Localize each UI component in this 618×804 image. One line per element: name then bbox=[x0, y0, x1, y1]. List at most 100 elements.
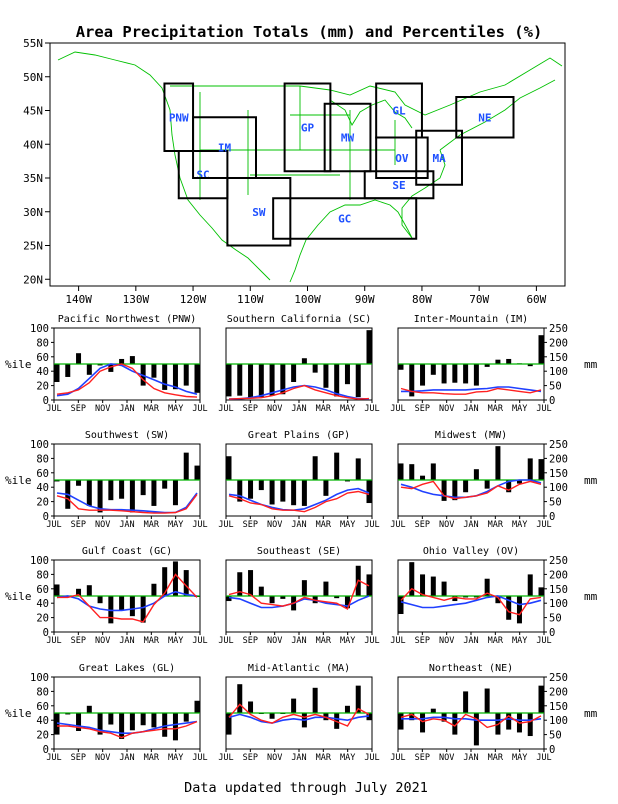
percentile-bar bbox=[323, 480, 329, 496]
normal-precip-line bbox=[228, 487, 370, 512]
percentile-bar bbox=[119, 713, 125, 739]
lat-tick-label: 55N bbox=[23, 37, 43, 50]
percentile-bar bbox=[430, 364, 436, 375]
observed-precip-line bbox=[56, 363, 198, 398]
chart-10: Mid-Atlantic (MA) JUL SEP NOV JAN MAR MAY JUL bbox=[218, 663, 379, 763]
pct-tick-label: 0 bbox=[43, 395, 49, 407]
percentile-bar bbox=[484, 364, 490, 367]
mm-tick-label: 200 bbox=[549, 569, 568, 581]
mm-tick-label: 100 bbox=[549, 366, 568, 378]
percentile-bar bbox=[97, 480, 103, 513]
percentile-bar bbox=[484, 688, 490, 713]
month-label: JUL bbox=[218, 520, 233, 530]
pct-tick-label: 80 bbox=[36, 569, 49, 581]
normal-precip-line bbox=[228, 713, 370, 724]
chart-8: Ohio Valley (OV)JUL SEP NOV JAN MAR MAY JUL050… bbox=[390, 546, 597, 646]
lat-tick-label: 30N bbox=[23, 206, 43, 219]
mm-tick-label: 0 bbox=[549, 395, 555, 407]
month-label: NOV bbox=[267, 753, 282, 763]
month-label: MAY bbox=[512, 636, 527, 646]
percentile-bar bbox=[473, 596, 479, 598]
mm-tick-label: 150 bbox=[549, 468, 568, 480]
percentile-bar bbox=[54, 364, 60, 382]
percentile-bar bbox=[334, 364, 340, 397]
pct-tick-label: 0 bbox=[43, 744, 49, 756]
mm-tick-label: 200 bbox=[549, 453, 568, 465]
mm-tick-label: 100 bbox=[549, 598, 568, 610]
mm-tick-label: 100 bbox=[549, 715, 568, 727]
month-label: MAY bbox=[340, 404, 355, 414]
chart-title: Gulf Coast (GC) bbox=[82, 546, 172, 557]
percentile-bar bbox=[129, 713, 135, 731]
pct-tick-label: 80 bbox=[36, 337, 49, 349]
mm-tick-label: 0 bbox=[549, 627, 555, 639]
percentile-bar bbox=[344, 364, 350, 385]
region-box-ma bbox=[415, 129, 464, 186]
percentile-bar bbox=[409, 562, 415, 596]
pct-tick-label: 80 bbox=[36, 686, 49, 698]
month-label: NOV bbox=[267, 636, 282, 646]
month-label: JUL bbox=[536, 753, 551, 763]
region-box-sc bbox=[177, 150, 229, 200]
percentile-bar bbox=[301, 480, 307, 506]
percentile-bar bbox=[355, 685, 361, 713]
percentile-bar bbox=[538, 459, 544, 480]
percentile-bar bbox=[140, 713, 146, 726]
percentile-bar bbox=[129, 480, 135, 513]
percentile-bar bbox=[334, 596, 340, 599]
percentile-bar bbox=[183, 364, 189, 386]
month-label: MAY bbox=[168, 636, 183, 646]
mm-tick-label: 250 bbox=[549, 323, 568, 335]
region-label-im: IM bbox=[218, 142, 232, 155]
percentile-bar bbox=[312, 364, 318, 373]
region-box-im bbox=[192, 116, 257, 179]
mm-tick-label: 250 bbox=[549, 672, 568, 684]
percentile-bar bbox=[54, 584, 60, 596]
percentile-bar bbox=[269, 480, 275, 505]
region-box-ne bbox=[455, 96, 515, 139]
month-label: JAN bbox=[463, 753, 478, 763]
observed-precip-line bbox=[57, 573, 198, 623]
percentile-bar bbox=[398, 713, 404, 730]
percentile-bar bbox=[463, 480, 469, 493]
percentile-bar bbox=[226, 596, 232, 602]
pct-tick-label: 0 bbox=[43, 511, 49, 523]
region-label-pnw: PNW bbox=[169, 111, 189, 124]
percentile-bar bbox=[151, 364, 157, 378]
percentile-bar bbox=[269, 364, 275, 396]
mm-tick-label: 200 bbox=[549, 337, 568, 349]
percentile-bar bbox=[398, 364, 404, 370]
chart-title: Mid-Atlantic (MA) bbox=[248, 663, 350, 674]
month-label: MAY bbox=[340, 520, 355, 530]
percentile-bar bbox=[280, 480, 286, 502]
percentile-bar bbox=[398, 463, 404, 480]
pct-tick-label: 100 bbox=[30, 439, 49, 451]
chart-title: Great Plains (GP) bbox=[248, 430, 350, 441]
percentile-bar bbox=[269, 713, 275, 719]
mm-tick-label: 200 bbox=[549, 686, 568, 698]
percentile-bar bbox=[65, 713, 71, 715]
percentile-bar bbox=[172, 713, 178, 741]
percentile-bar bbox=[344, 596, 350, 609]
percentile-bar bbox=[237, 364, 243, 396]
lat-tick-label: 25N bbox=[23, 240, 43, 253]
lat-tick-label: 50N bbox=[23, 71, 43, 84]
normal-precip-line bbox=[56, 363, 198, 397]
mm-axis-label: mm bbox=[584, 707, 598, 720]
month-label: MAR bbox=[144, 520, 160, 530]
percentile-bar bbox=[366, 330, 372, 364]
percentile-bar bbox=[172, 561, 178, 596]
percentile-bar bbox=[172, 480, 178, 506]
chart-title: Southeast (SE) bbox=[257, 546, 341, 557]
chart-title: Midwest (MW) bbox=[435, 430, 507, 441]
percentile-bar bbox=[463, 596, 469, 598]
percentile-bar bbox=[248, 701, 254, 713]
observed-precip-line bbox=[228, 579, 370, 610]
percentile-bar bbox=[237, 684, 243, 713]
chart-title: Great Lakes (GL) bbox=[79, 663, 175, 674]
percentile-bar bbox=[172, 364, 178, 390]
percentile-bar bbox=[323, 581, 329, 596]
month-label: JUL bbox=[218, 404, 233, 414]
chart-7: Southeast (SE) JUL SEP NOV JAN MAR MAY JUL bbox=[218, 546, 379, 646]
